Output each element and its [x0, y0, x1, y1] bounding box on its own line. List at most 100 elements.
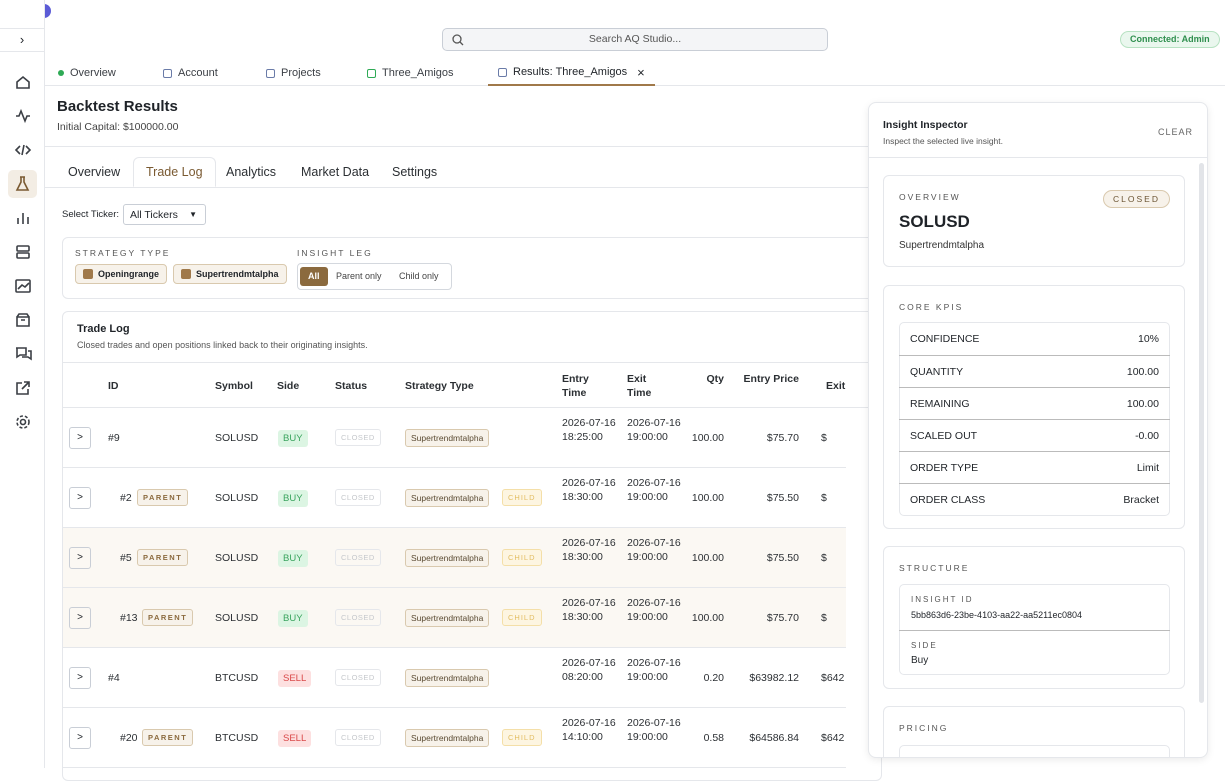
- status-badge: CLOSED: [335, 729, 381, 746]
- strategy-label: STRATEGY TYPE: [75, 248, 171, 258]
- active-nav[interactable]: [8, 170, 37, 198]
- subtab[interactable]: Trade Log: [133, 157, 216, 187]
- kpi-row: SCALED OUT -0.00: [899, 419, 1170, 451]
- expand-toggle[interactable]: >: [69, 427, 91, 449]
- tab[interactable]: Account: [153, 60, 228, 86]
- column-header: Strategy Type: [405, 380, 474, 392]
- subtab[interactable]: Analytics: [226, 165, 277, 179]
- tab[interactable]: Results: Three_Amigos ×: [488, 60, 655, 86]
- settings-icon[interactable]: [14, 413, 32, 431]
- kpi-value: -0.00: [1135, 429, 1159, 442]
- insight-inspector: Insight Inspector Inspect the selected l…: [868, 102, 1208, 758]
- expand-toggle[interactable]: >: [69, 607, 91, 629]
- trade-id: #20: [120, 732, 138, 744]
- exit-price: $: [821, 612, 827, 624]
- entry-time: 2026-07-16 18:25:00: [562, 417, 616, 443]
- chart-icon[interactable]: [14, 209, 32, 227]
- code-icon[interactable]: [14, 141, 32, 159]
- parent-tag: PARENT: [142, 729, 194, 746]
- status-badge: CLOSED: [335, 609, 381, 626]
- scrollbar: [1199, 163, 1204, 703]
- server-icon[interactable]: [14, 243, 32, 261]
- search-box[interactable]: Search AQ Studio...: [442, 28, 828, 51]
- exit-price: $642: [821, 672, 845, 684]
- activity-icon[interactable]: [14, 107, 32, 125]
- status-badge: CLOSED: [335, 549, 381, 566]
- entry-price: $75.50: [766, 492, 799, 504]
- connection-status: Connected: Admin: [1120, 31, 1220, 48]
- structure-card: STRUCTURE INSIGHT ID 5bb863d6-23be-4103-…: [883, 546, 1185, 689]
- strategy-chip[interactable]: Openingrange: [75, 264, 168, 284]
- kpi-row: CONFIDENCE 10%: [899, 323, 1170, 355]
- subtab[interactable]: Settings: [392, 165, 438, 179]
- parent-tag: PARENT: [137, 549, 189, 566]
- inspector-strategy: Supertrendmtalpha: [899, 240, 985, 251]
- search-icon: [452, 34, 464, 46]
- parent-tag: PARENT: [137, 489, 189, 506]
- ticker-value: All Tickers: [130, 209, 178, 221]
- trade-id: #2: [120, 492, 132, 504]
- kpi-row: ORDER CLASS Bracket: [899, 483, 1170, 515]
- trade-id: #9: [108, 432, 120, 444]
- tab-icon: [367, 68, 376, 78]
- leg-option[interactable]: Parent only: [336, 271, 382, 281]
- header-divider: [45, 146, 875, 147]
- clear-button[interactable]: CLEAR: [1157, 127, 1193, 137]
- exit-time: 2026-07-16 19:00:00: [627, 657, 681, 683]
- expand-button[interactable]: ›: [0, 28, 44, 52]
- column-header: ID: [108, 380, 119, 392]
- expand-toggle[interactable]: >: [69, 547, 91, 569]
- trade-log-title: Trade Log: [77, 323, 130, 335]
- expand-toggle[interactable]: >: [69, 667, 91, 689]
- kpi-value: Limit: [1136, 461, 1159, 474]
- page-subtitle: Initial Capital: $100000.00: [57, 121, 179, 133]
- symbol: SOLUSD: [215, 492, 259, 504]
- qty: 100.00: [691, 612, 724, 624]
- qty: 100.00: [691, 492, 724, 504]
- side-badge: BUY: [278, 610, 308, 627]
- kpi-row: ORDER TYPE Limit: [899, 451, 1170, 483]
- column-header: Exit: [826, 380, 846, 392]
- tab-icon: [266, 68, 275, 78]
- insight-id-label: INSIGHT ID: [911, 595, 974, 604]
- ticker-select[interactable]: All Tickers ▼: [123, 204, 206, 225]
- side-badge: SELL: [278, 670, 312, 687]
- kpi-key: REMAINING: [910, 397, 970, 410]
- column-header: Status: [335, 380, 368, 392]
- tab-label: Three_Amigos: [382, 67, 454, 79]
- home-icon[interactable]: [14, 73, 32, 91]
- subtab[interactable]: Market Data: [301, 165, 370, 179]
- qty: 100.00: [691, 432, 724, 444]
- entry-time: 2026-07-16 18:30:00: [562, 597, 616, 623]
- leg-option[interactable]: All: [300, 267, 328, 286]
- exit-price: $: [821, 552, 827, 564]
- expand-toggle[interactable]: >: [69, 727, 91, 749]
- tab[interactable]: Overview: [48, 60, 126, 86]
- external-icon[interactable]: [14, 379, 32, 397]
- table-body: ID Symbol Side Status Strategy Type Entry Tim…: [63, 373, 846, 768]
- chat-icon[interactable]: [14, 345, 32, 363]
- exit-time: 2026-07-16 19:00:00: [627, 477, 681, 503]
- tab[interactable]: Projects: [256, 60, 331, 86]
- sidebar: ›: [0, 0, 45, 768]
- strategy-badge: Supertrendmtalpha: [405, 669, 490, 687]
- entry-time: 2026-07-16 08:20:00: [562, 657, 616, 683]
- strategy-chip[interactable]: Supertrendmtalpha: [173, 264, 287, 284]
- subtab[interactable]: Overview: [68, 165, 121, 179]
- page-title: Backtest Results: [57, 98, 178, 115]
- trend-icon[interactable]: [14, 277, 32, 295]
- overview-label: OVERVIEW: [899, 192, 961, 202]
- status-badge: CLOSED: [1103, 190, 1170, 208]
- tab[interactable]: Three_Amigos: [357, 60, 464, 86]
- exit-time: 2026-07-16 19:00:00: [627, 717, 681, 743]
- qty: 100.00: [691, 552, 724, 564]
- symbol: SOLUSD: [215, 432, 259, 444]
- side-badge: BUY: [278, 490, 308, 507]
- leg-option[interactable]: Child only: [399, 271, 439, 281]
- kpi-key: CONFIDENCE: [910, 333, 980, 345]
- entry-time: 2026-07-16 18:30:00: [562, 537, 616, 563]
- bag-icon[interactable]: [14, 311, 32, 329]
- child-tag: CHILD: [502, 729, 542, 746]
- expand-toggle[interactable]: >: [69, 487, 91, 509]
